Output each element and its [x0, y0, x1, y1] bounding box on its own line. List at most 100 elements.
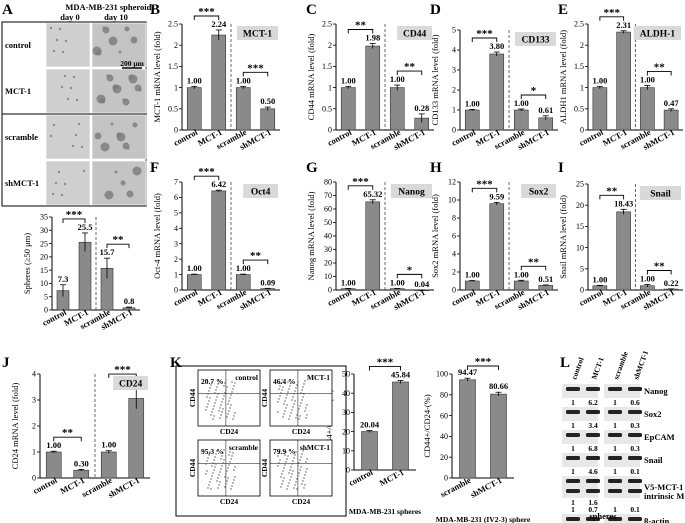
event-dot — [230, 458, 232, 460]
flow-percent: 20.7 % — [201, 377, 224, 386]
spheroid — [54, 181, 58, 185]
event-dot — [290, 382, 292, 384]
event-dot — [304, 380, 306, 382]
bar — [128, 398, 145, 479]
event-dot — [298, 418, 300, 420]
bar — [78, 241, 92, 311]
spheroid — [122, 98, 130, 106]
event-dot — [229, 461, 231, 463]
spheroid — [57, 170, 61, 174]
event-dot — [285, 407, 287, 409]
blot-band — [608, 489, 622, 493]
event-dot — [234, 476, 236, 478]
y-tick-label: 30 — [324, 245, 332, 254]
y-axis-label: CD44 mRNA level (fold) — [306, 34, 316, 121]
event-dot — [289, 385, 291, 387]
event-dot — [277, 465, 279, 467]
flow-name: shMCT-1 — [300, 443, 330, 452]
event-dot — [297, 465, 299, 467]
y-tick-label: 40 — [324, 232, 332, 241]
significance-stars: *** — [604, 7, 621, 19]
y-tick-label: 2 — [452, 86, 456, 95]
value-label: 1.00 — [592, 274, 607, 284]
event-dot — [302, 386, 304, 388]
event-dot — [277, 455, 279, 457]
bar-chart-g: 0 10 20 30 40 50 60 70 80 Nanog mRNA level (fold)… — [306, 176, 434, 312]
significance-bracket — [347, 185, 374, 190]
blot-band — [628, 479, 642, 483]
scale-bar-label: 200 μm — [120, 59, 144, 68]
blot-band — [608, 517, 622, 521]
event-dot — [279, 385, 281, 387]
spheroid — [104, 190, 114, 200]
gene-tag-box — [113, 376, 148, 390]
event-dot — [292, 396, 294, 398]
spheroid — [55, 38, 59, 42]
blot-quant-2: 1 — [571, 505, 575, 514]
panel-letter-i: I — [558, 160, 564, 176]
significance-stars: *** — [114, 364, 131, 376]
event-dot — [222, 452, 224, 454]
value-label: 1.00 — [187, 75, 202, 85]
event-dot — [229, 407, 231, 409]
event-dot — [283, 413, 285, 415]
micrograph-cell — [45, 68, 91, 114]
event-dot — [278, 452, 280, 454]
event-dot — [210, 384, 212, 386]
y-tick-label: 2 — [32, 422, 36, 431]
event-dot — [228, 400, 230, 402]
y-tick-label: 0 — [580, 126, 584, 135]
spheroid — [52, 49, 56, 53]
event-dot — [217, 383, 219, 385]
y-tick-label: 20 — [324, 259, 332, 268]
event-dot — [214, 456, 216, 458]
y-tick-label: 1 — [328, 83, 332, 92]
y-tick-label: 0 — [452, 126, 456, 135]
y-tick-label: 0 — [44, 306, 48, 315]
value-label: 3.80 — [489, 41, 504, 51]
bar-chart-k2: 020406080100CD44+/CD24-(%)94.47scramble8… — [422, 356, 531, 523]
blot-band — [586, 410, 600, 414]
value-label: 20.04 — [360, 420, 380, 430]
event-dot — [300, 392, 302, 394]
blot-band — [608, 433, 622, 437]
bar — [186, 87, 202, 131]
y-tick-label: 1 — [452, 106, 456, 115]
significance-bracket — [106, 243, 130, 249]
micrograph-cell — [45, 22, 91, 68]
value-label: 80.66 — [489, 381, 508, 391]
event-dot — [290, 466, 292, 468]
bar — [389, 87, 405, 131]
value-label: 0.47 — [664, 98, 680, 108]
event-dot — [209, 481, 211, 483]
y-axis-label: Snail mRNA level (fold) — [558, 195, 568, 279]
event-dot — [223, 449, 225, 451]
blot-quant: 1 — [571, 444, 575, 453]
y-axis-label: Sox2 mRNA level (fold) — [430, 194, 440, 278]
value-label: 1.00 — [592, 75, 607, 85]
value-label: 15.7 — [100, 247, 116, 257]
panel-letter-h: H — [430, 160, 442, 176]
event-dot — [206, 460, 208, 462]
event-dot — [233, 469, 235, 471]
event-dot — [297, 411, 299, 413]
event-dot — [279, 449, 281, 451]
event-dot — [282, 480, 284, 482]
blot-quant: 1 — [571, 398, 575, 407]
chart-note: MDA-MB-231 spheres — [349, 507, 421, 516]
bar — [640, 87, 655, 131]
event-dot — [283, 477, 285, 479]
y-tick-label: 70 — [324, 191, 332, 200]
significance-bracket — [467, 365, 499, 370]
gene-tag-box — [640, 186, 681, 200]
y-tick-label: 1.5 — [168, 62, 178, 71]
y-tick-label: 3 — [174, 239, 178, 248]
event-dot — [212, 418, 214, 420]
event-dot — [284, 410, 286, 412]
event-dot — [289, 479, 291, 481]
value-label: 0.51 — [538, 274, 553, 284]
spheroid — [49, 26, 53, 30]
event-dot — [285, 461, 287, 463]
blot-band — [566, 433, 580, 437]
